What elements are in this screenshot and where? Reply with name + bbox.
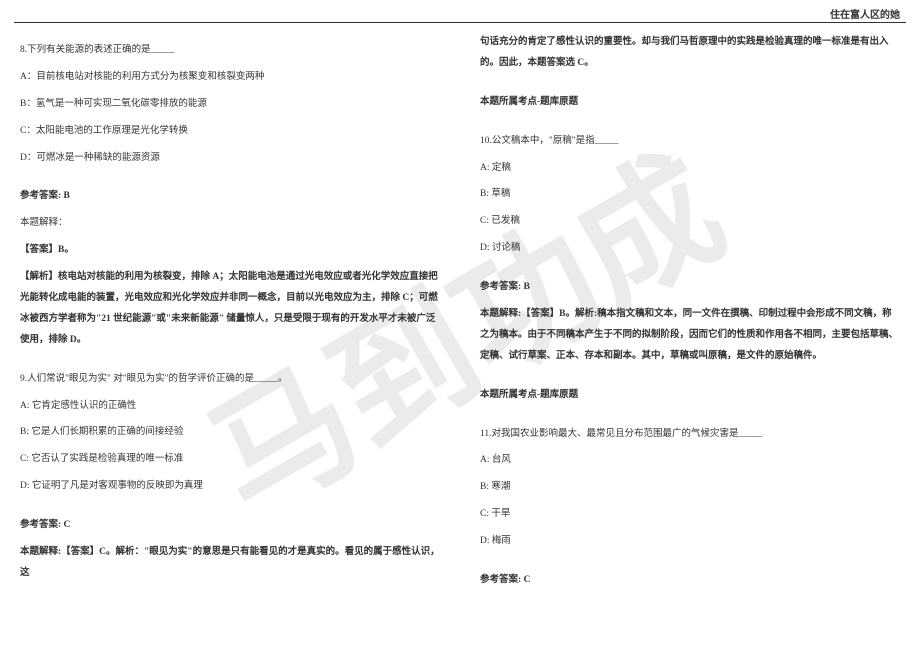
q9-opt-d: D: 它证明了凡是对客观事物的反映即为真理 <box>20 476 440 497</box>
header-divider <box>14 22 906 23</box>
q10-opt-d: D: 讨论稿 <box>480 238 900 259</box>
q9-explanation: 本题解释:【答案】C。解析："眼见为实"的意思是只有能看见的才是真实的。看见的属… <box>20 542 440 584</box>
q9-opt-a: A: 它肯定感性认识的正确性 <box>20 396 440 417</box>
q10-opt-a: A: 定稿 <box>480 158 900 179</box>
q10-ref-answer: 参考答案: B <box>480 277 900 298</box>
q8-analysis: 【解析】核电站对核能的利用为核裂变，排除 A；太阳能电池是通过光电效应或者光化学… <box>20 267 440 351</box>
q10-topic: 本题所属考点-题库原题 <box>480 385 900 406</box>
q9-ref-answer: 参考答案: C <box>20 515 440 536</box>
q8-answer: 【答案】B。 <box>20 240 440 261</box>
header-right-text: 住在富人区的她 <box>830 6 900 21</box>
q10-opt-c: C: 已发稿 <box>480 211 900 232</box>
q11-stem: 11.对我国农业影响最大、最常见且分布范围最广的气候灾害是_____ <box>480 424 900 445</box>
q8-opt-c: C：太阳能电池的工作原理是光化学转换 <box>20 121 440 142</box>
q8-opt-a: A：目前核电站对核能的利用方式分为核聚变和核裂变两种 <box>20 67 440 88</box>
q9-opt-b: B: 它是人们长期积累的正确的间接经验 <box>20 422 440 443</box>
q9-stem: 9.人们常说"眼见为实" 对"眼见为实"的哲学评价正确的是_____。 <box>20 369 440 390</box>
q8-opt-d: D：可燃冰是一种稀缺的能源资源 <box>20 148 440 169</box>
main-content: 8.下列有关能源的表述正确的是_____ A：目前核电站对核能的利用方式分为核聚… <box>20 32 900 597</box>
q9-continuation: 句话充分的肯定了感性认识的重要性。却与我们马哲原理中的实践是检验真理的唯一标准是… <box>480 32 900 74</box>
right-column: 句话充分的肯定了感性认识的重要性。却与我们马哲原理中的实践是检验真理的唯一标准是… <box>480 32 900 597</box>
q8-opt-b: B：氢气是一种可实现二氧化碳零排放的能源 <box>20 94 440 115</box>
q11-opt-c: C: 干旱 <box>480 504 900 525</box>
q11-ref-answer: 参考答案: C <box>480 570 900 591</box>
q11-opt-b: B: 寒潮 <box>480 477 900 498</box>
q8-expl-label: 本题解释： <box>20 213 440 234</box>
q8-stem: 8.下列有关能源的表述正确的是_____ <box>20 40 440 61</box>
q11-opt-a: A: 台风 <box>480 450 900 471</box>
q9-opt-c: C: 它否认了实践是检验真理的唯一标准 <box>20 449 440 470</box>
q10-opt-b: B: 草稿 <box>480 184 900 205</box>
left-column: 8.下列有关能源的表述正确的是_____ A：目前核电站对核能的利用方式分为核聚… <box>20 32 440 597</box>
q9-topic: 本题所属考点-题库原题 <box>480 92 900 113</box>
q10-stem: 10.公文稿本中，"原稿"是指_____ <box>480 131 900 152</box>
q10-explanation: 本题解释:【答案】B。解析:稿本指文稿和文本，同一文件在撰稿、印制过程中会形成不… <box>480 304 900 367</box>
q11-opt-d: D: 梅雨 <box>480 531 900 552</box>
q8-ref-answer: 参考答案: B <box>20 186 440 207</box>
